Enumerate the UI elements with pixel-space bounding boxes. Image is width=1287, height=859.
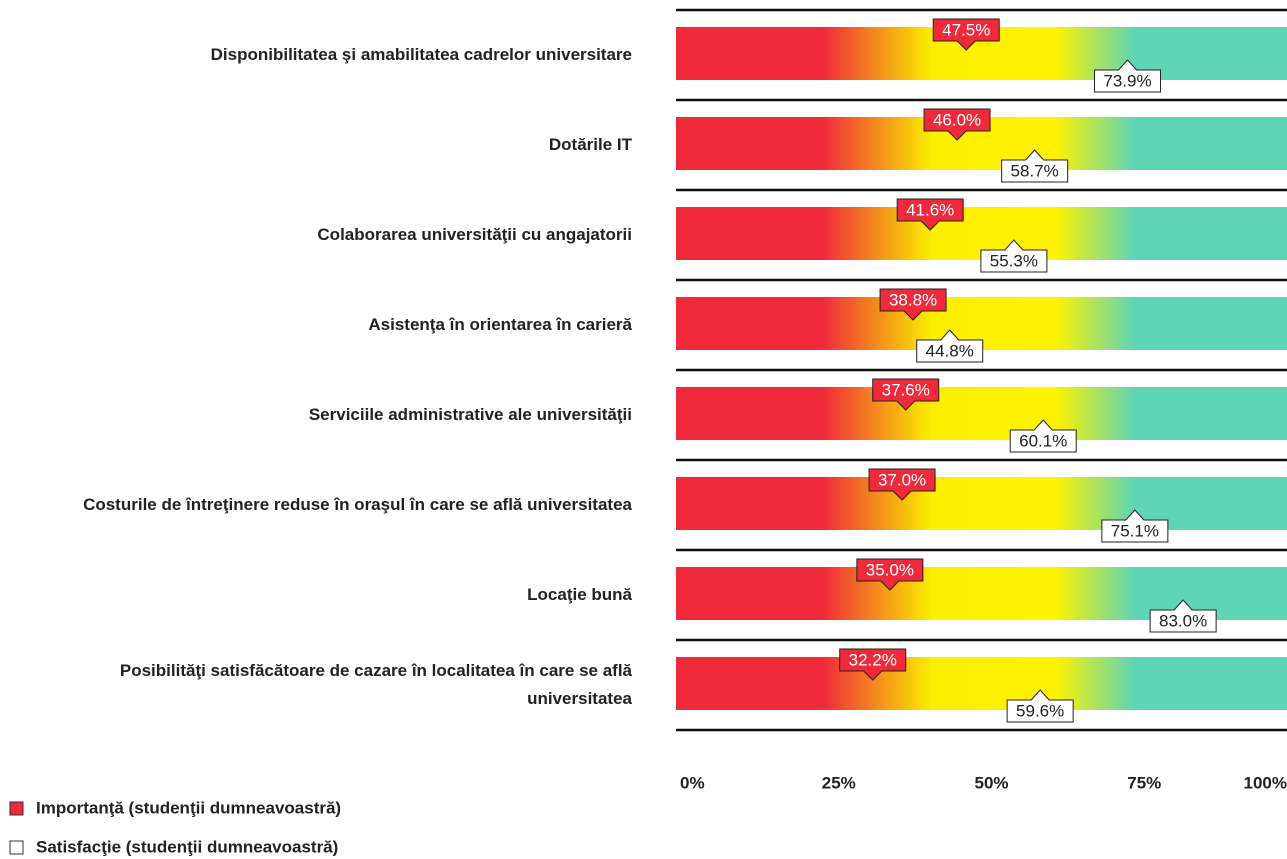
value-marker <box>1001 149 1069 183</box>
x-tick: 100% <box>1244 773 1287 792</box>
value-label: 73.9% <box>1103 71 1151 90</box>
x-tick: 0% <box>680 773 705 792</box>
value-label: 83.0% <box>1159 611 1207 630</box>
value-marker <box>1094 59 1162 93</box>
value-marker <box>868 468 936 501</box>
x-tick-label: 0% <box>680 773 705 792</box>
x-tick-label: 50% <box>974 773 1008 792</box>
value-label: 41.6% <box>906 200 954 219</box>
category-label: Serviciile administrative ale universită… <box>308 405 632 424</box>
category-label: Costurile de întreţinere reduse în oraşu… <box>83 495 632 514</box>
value-marker <box>1009 419 1077 453</box>
value-marker <box>896 198 964 231</box>
category-label: Disponibilitatea şi amabilitatea cadrelo… <box>210 45 632 64</box>
legend-label: Importanţă (studenţii dumneavoastră) <box>36 798 341 817</box>
value-label: 75.1% <box>1111 521 1159 540</box>
gradient-bar <box>676 657 1287 710</box>
value-marker <box>839 648 907 681</box>
x-tick: 25% <box>822 773 856 792</box>
value-label: 37.0% <box>878 470 926 489</box>
x-tick-label: 100% <box>1244 773 1287 792</box>
legend-swatch <box>9 801 24 816</box>
x-tick: 50% <box>974 773 1008 792</box>
value-label: 47.5% <box>942 20 990 39</box>
value-label: 44.8% <box>926 341 974 360</box>
value-label: 55.3% <box>990 251 1038 270</box>
value-marker <box>856 558 924 591</box>
legend-swatch <box>9 840 24 855</box>
value-marker <box>1149 599 1217 633</box>
value-label: 38.8% <box>889 290 937 309</box>
gradient-bar <box>676 477 1287 530</box>
category-label: Colaborarea universităţii cu angajatorii <box>317 225 632 244</box>
value-label: 59.6% <box>1016 701 1064 720</box>
value-marker <box>980 239 1048 273</box>
value-label: 60.1% <box>1019 431 1067 450</box>
value-marker <box>879 288 947 321</box>
value-label: 46.0% <box>933 110 981 129</box>
value-label: 37.6% <box>882 380 930 399</box>
category-label: Posibilităţi satisfăcătoare de cazare în… <box>119 661 632 708</box>
category-label: Asistenţa în orientarea în carieră <box>368 315 632 334</box>
value-label: 32.2% <box>849 650 897 669</box>
legend-label: Satisfacţie (studenţii dumneavoastră) <box>36 837 338 856</box>
value-label: 58.7% <box>1011 161 1059 180</box>
x-tick-label: 25% <box>822 773 856 792</box>
value-marker <box>1101 509 1169 543</box>
value-label: 35.0% <box>866 560 914 579</box>
value-marker <box>932 18 1000 51</box>
gradient-bar <box>676 387 1287 440</box>
value-marker <box>916 329 984 363</box>
value-marker <box>872 378 940 411</box>
category-label: Locaţie bună <box>527 585 632 604</box>
x-tick: 75% <box>1127 773 1161 792</box>
category-label: Dotările IT <box>548 135 632 154</box>
x-tick-label: 75% <box>1127 773 1161 792</box>
value-marker <box>923 108 991 141</box>
value-marker <box>1006 689 1074 723</box>
